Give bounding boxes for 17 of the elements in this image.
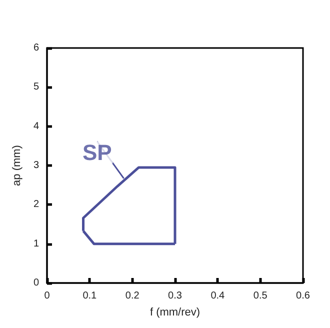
y-tick-label: 0 [33,278,40,288]
annotation: SP [82,140,112,165]
x-tick-label: 0.3 [168,290,182,302]
x-tick-label: 0.2 [125,290,140,302]
x-tick-label: 0.1 [82,290,98,302]
y-axis-title: ap (mm) [11,145,24,186]
y-tick-label: 2 [33,199,40,210]
y-tick-label: 4 [33,120,40,132]
x-tick-label: 0.5 [253,290,268,302]
x-axis-title: f (mm/rev) [150,306,200,318]
y-tick-label: 1 [33,238,40,250]
y-tick-label: 6 [33,42,40,54]
x-tick-label: 0.4 [210,290,226,302]
x-tick-label: 0.6 [296,290,310,302]
y-tick-label: 3 [33,160,40,171]
y-tick-label: 5 [33,82,40,93]
x-tick-label: 0 [44,290,50,302]
